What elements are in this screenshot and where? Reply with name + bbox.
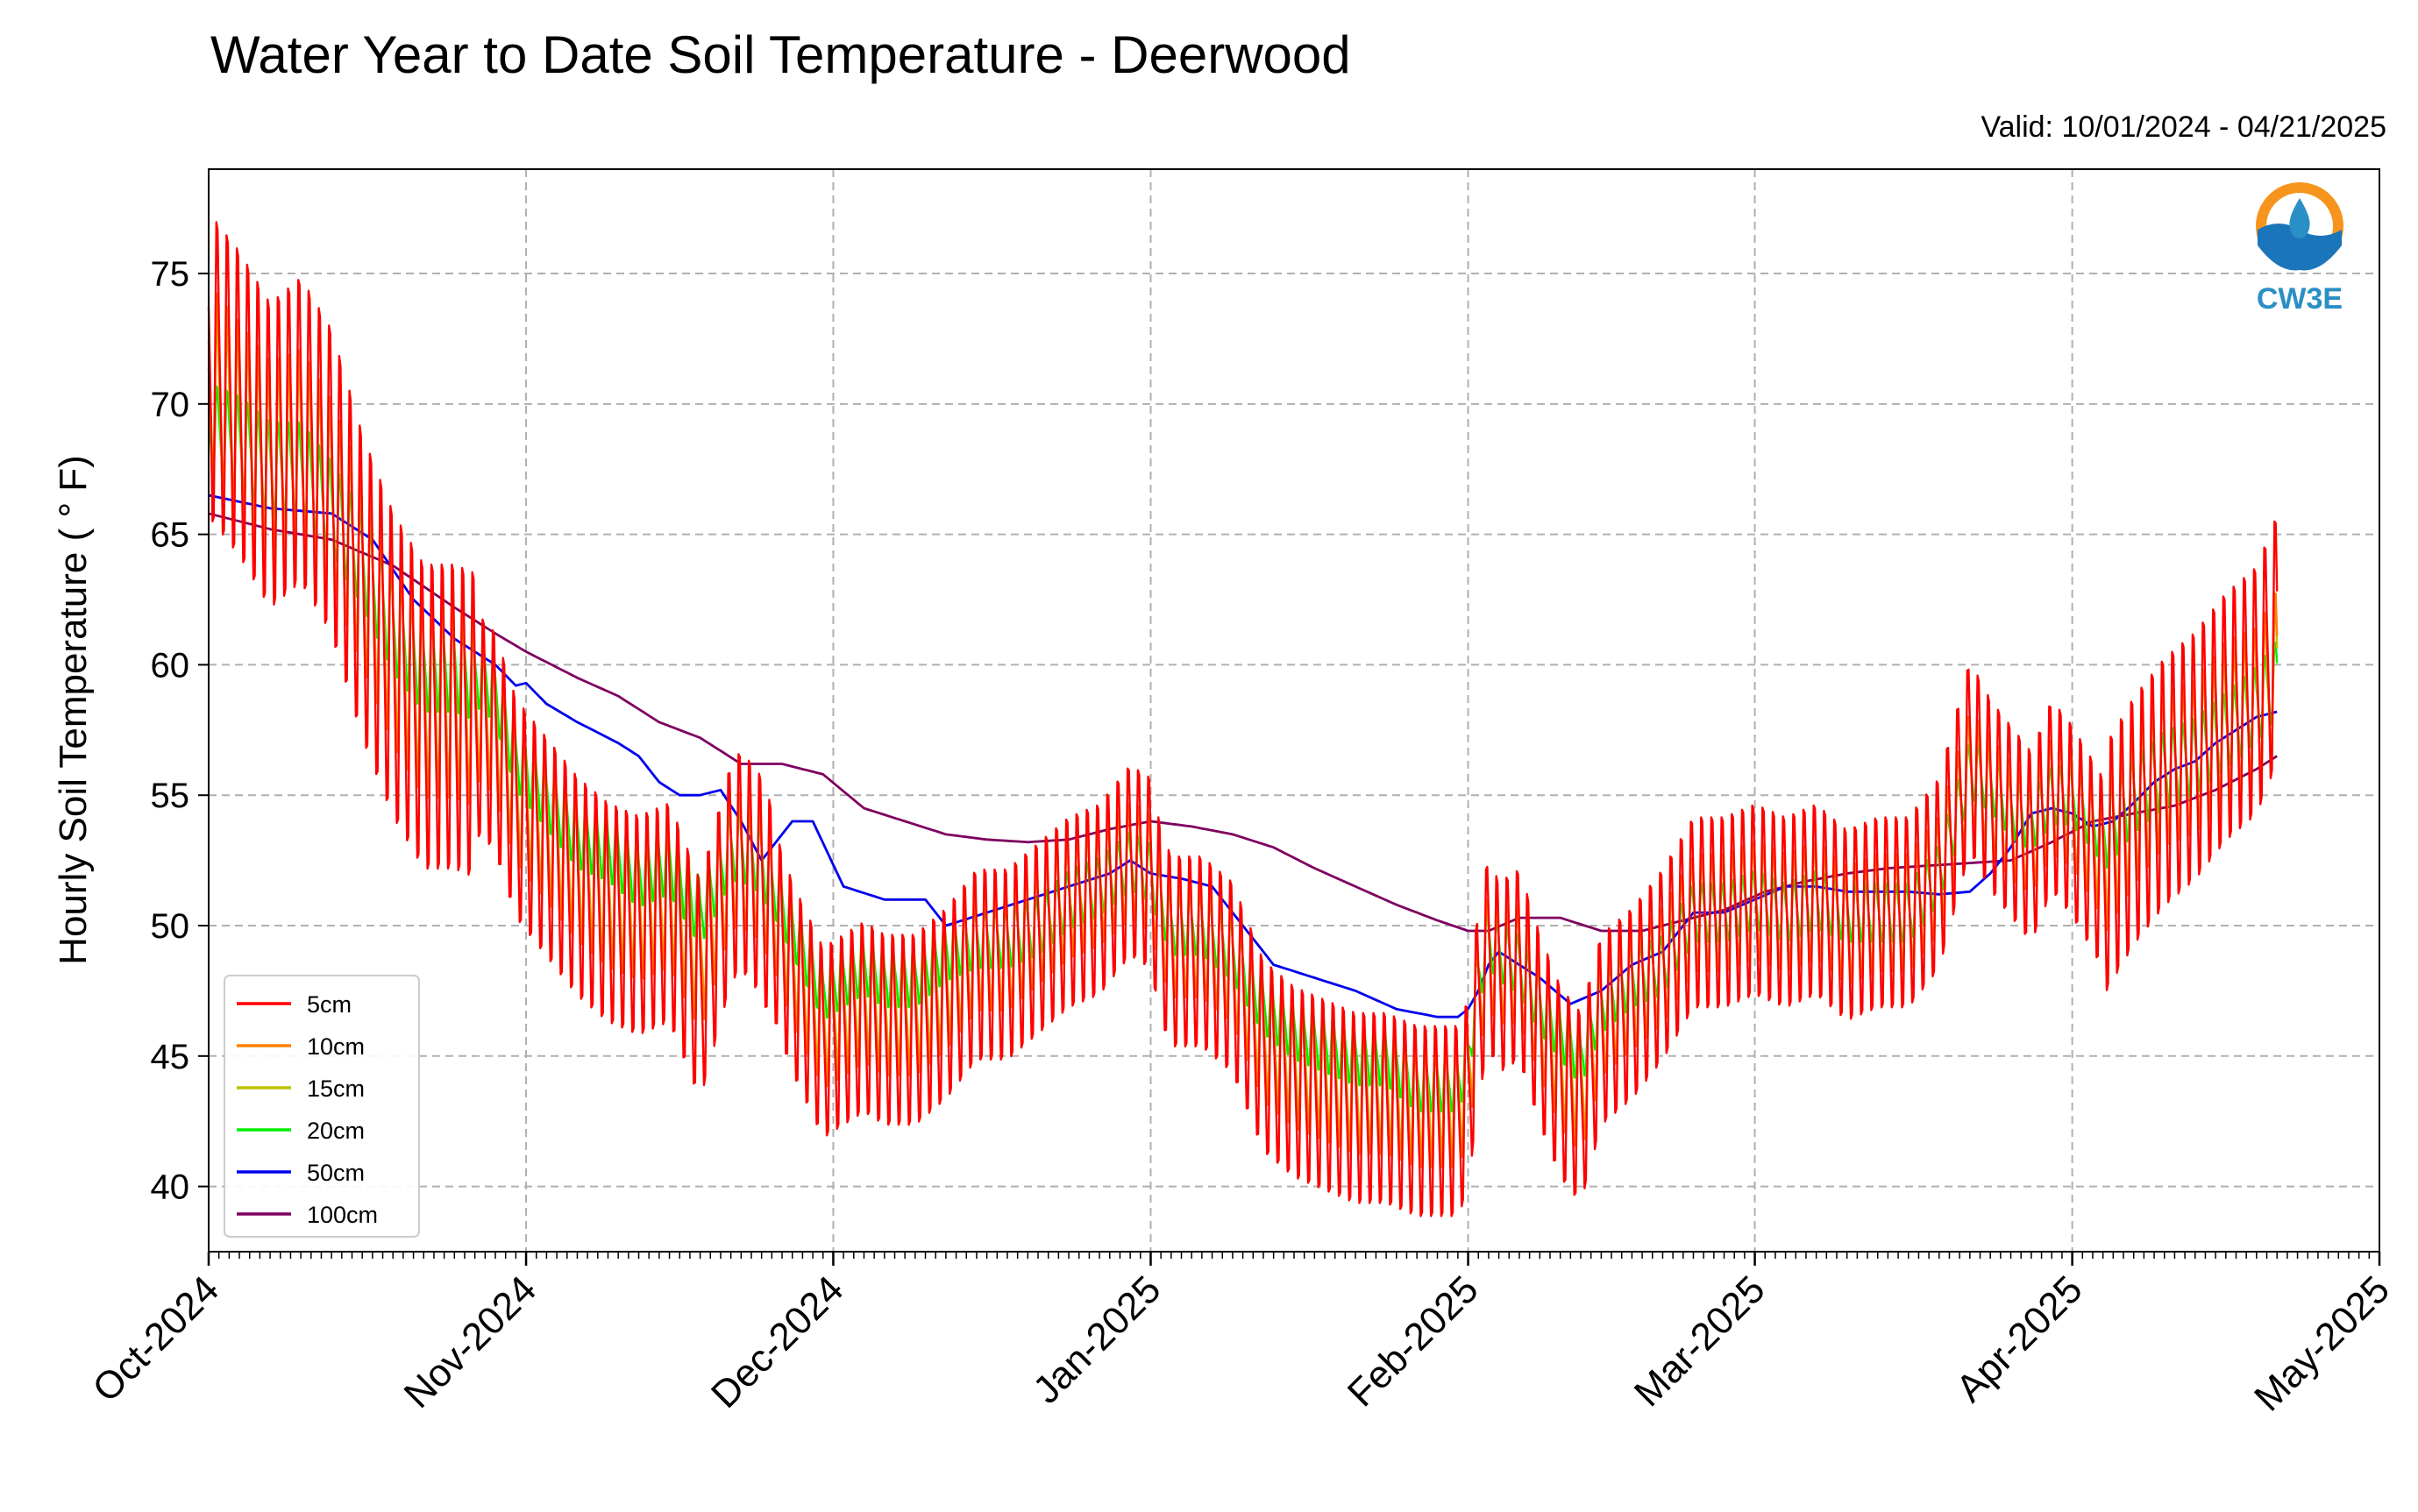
legend-label-50cm: 50cm	[307, 1160, 365, 1186]
y-tick-label: 40	[151, 1168, 190, 1207]
x-tick-label: Nov-2024	[396, 1267, 545, 1416]
x-tick-label: Dec-2024	[703, 1267, 852, 1416]
y-tick-label: 75	[151, 255, 190, 294]
chart-subtitle: Valid: 10/01/2024 - 04/21/2025	[1981, 110, 2386, 144]
chart-title: Water Year to Date Soil Temperature - De…	[210, 25, 1351, 84]
y-tick-label: 55	[151, 777, 190, 815]
y-tick-label: 60	[151, 646, 190, 685]
x-tick-label: Apr-2025	[1948, 1267, 2091, 1410]
legend-label-5cm: 5cm	[307, 991, 352, 1018]
logo-text: CW3E	[2257, 282, 2343, 316]
x-tick-label: Jan-2025	[1025, 1267, 1169, 1411]
legend-label-15cm: 15cm	[307, 1075, 365, 1102]
y-tick-label: 70	[151, 386, 190, 424]
y-axis-label: Hourly Soil Temperature ( ° F)	[52, 455, 95, 965]
y-tick-label: 65	[151, 516, 190, 555]
x-tick-label: May-2025	[2246, 1267, 2398, 1419]
x-tick-label: Feb-2025	[1340, 1267, 1487, 1415]
series-line-100cm	[208, 512, 2278, 933]
grid-layer	[209, 169, 2379, 1252]
logo-drop-icon	[2289, 198, 2310, 238]
y-tick-label: 50	[151, 907, 190, 946]
legend: 5cm 10cm 15cm 20cm 50cm 100cm	[224, 975, 420, 1238]
legend-label-10cm: 10cm	[307, 1033, 365, 1060]
legend-label-100cm: 100cm	[307, 1202, 378, 1228]
plot-frame	[208, 168, 2380, 1253]
series-line-5cm	[207, 221, 2279, 1217]
cw3e-logo: CW3E	[2256, 182, 2343, 316]
x-tick-label: Mar-2025	[1626, 1267, 1774, 1415]
logo-wave-icon	[2258, 224, 2342, 271]
x-tick-label: Oct-2024	[84, 1267, 227, 1410]
series-layer	[207, 221, 2279, 1217]
legend-label-20cm: 20cm	[307, 1118, 365, 1144]
y-tick-label: 45	[151, 1038, 190, 1076]
